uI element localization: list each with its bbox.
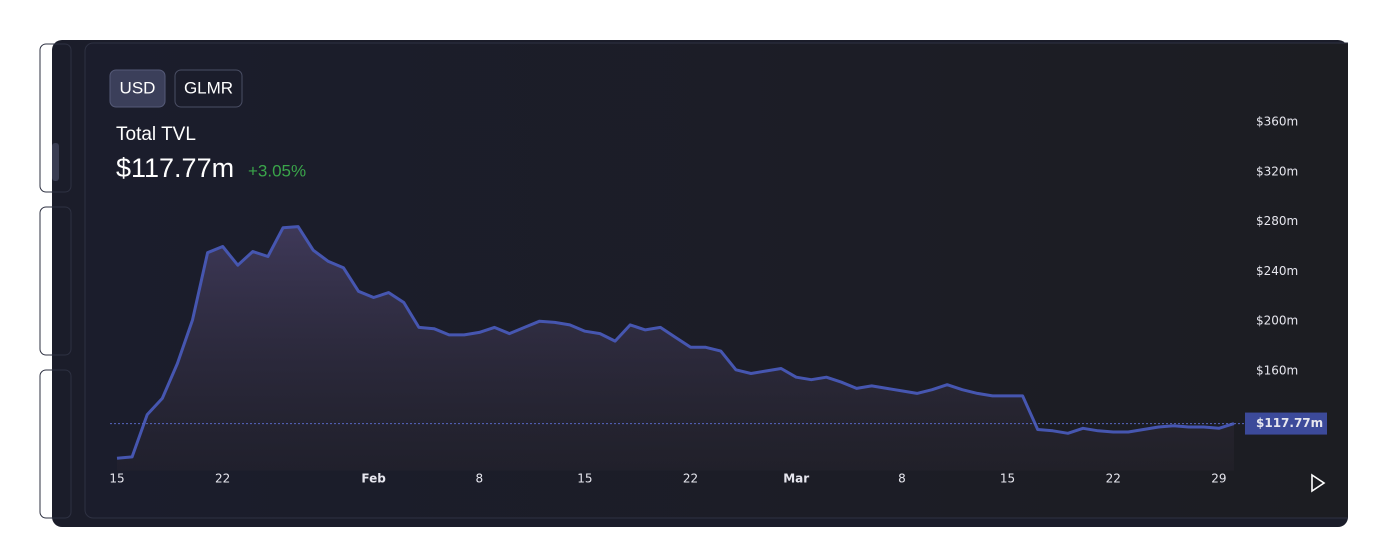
side-panel (39, 369, 72, 519)
x-tick-label: 15 (577, 472, 592, 486)
line (116, 225, 1235, 460)
x-tick-label: 8 (475, 472, 483, 486)
toggle-label[interactable]: USD (120, 78, 156, 97)
x-tick-label: Mar (783, 472, 809, 486)
y-tick-label: $200m (1256, 314, 1298, 328)
headline-value: $117.77m (116, 153, 234, 183)
x-tick-label: Feb (361, 472, 386, 486)
y-tick-label: $360m (1256, 115, 1298, 129)
y-tick-label: $240m (1256, 264, 1298, 278)
y-tick-label: $160m (1256, 364, 1298, 378)
change: +3.05% (248, 161, 306, 180)
x-tick-label: 15 (109, 472, 124, 486)
last-value-box (1245, 412, 1327, 435)
x-tick-label: 22 (683, 472, 698, 486)
y-tick-label: $320m (1256, 164, 1298, 178)
area (117, 226, 1234, 471)
toggle-label[interactable]: GLMR (184, 78, 233, 97)
side-tab (52, 143, 59, 181)
x-tick-label: 22 (1106, 472, 1121, 486)
play-icon[interactable] (1311, 473, 1326, 493)
y-tick-label: $280m (1256, 214, 1298, 228)
side-panel (39, 206, 72, 356)
side-panel (39, 43, 72, 193)
chart-title: Total TVL (116, 124, 196, 145)
toggle-button[interactable] (174, 69, 243, 108)
last-value-label: $117.77m (1256, 416, 1323, 430)
edge-mask (1348, 40, 1382, 530)
toggle-button[interactable] (109, 69, 166, 108)
x-tick-label: 29 (1211, 472, 1226, 486)
x-tick-label: 15 (1000, 472, 1015, 486)
x-tick-label: 8 (898, 472, 906, 486)
x-tick-label: 22 (215, 472, 230, 486)
